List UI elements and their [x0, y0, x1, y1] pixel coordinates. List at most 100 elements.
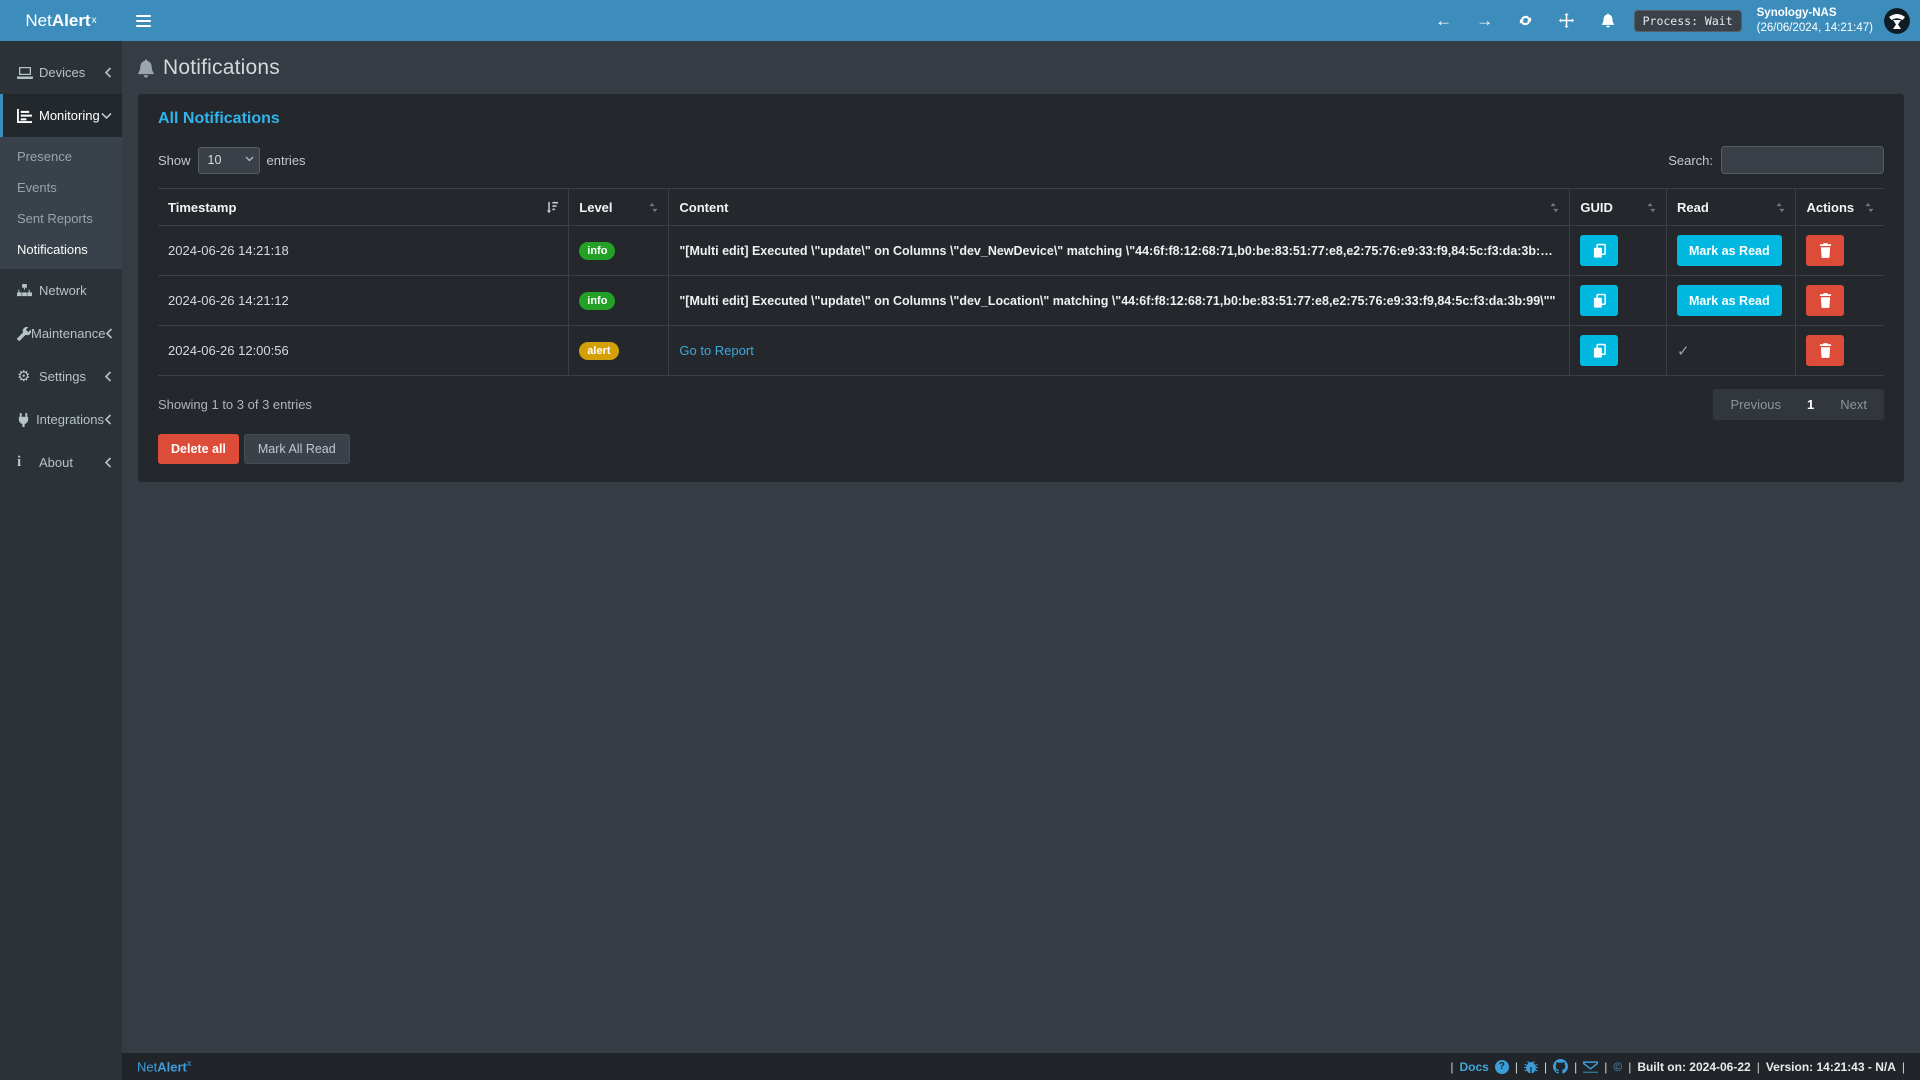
table-row: 2024-06-26 14:21:12 info "[Multi edit] E…: [158, 275, 1884, 326]
search-label: Search:: [1668, 152, 1713, 168]
notifications-bell-button[interactable]: [1593, 0, 1623, 41]
chevron-left-icon: [104, 457, 112, 468]
footer: NetAlertx | Docs ? | | | | ©: [122, 1053, 1920, 1080]
host-info: Synology-NAS (26/06/2024, 14:21:47): [1753, 6, 1873, 35]
sidebar-subitem-presence[interactable]: Presence: [17, 149, 72, 164]
sort-desc-icon: [545, 201, 559, 214]
chevron-left-icon: [105, 328, 113, 339]
page-length-select[interactable]: 10: [197, 146, 260, 174]
table-info-text: Showing 1 to 3 of 3 entries: [158, 397, 312, 412]
info-icon: i: [17, 454, 22, 470]
header-level[interactable]: Level: [568, 188, 670, 226]
table-header-row: Timestamp Level: [158, 188, 1884, 226]
pagination-next[interactable]: Next: [1840, 397, 1867, 412]
process-status-badge[interactable]: Process: Wait: [1633, 9, 1742, 32]
sidebar-item-devices[interactable]: Devices: [0, 51, 122, 94]
delete-notification-button[interactable]: [1806, 285, 1845, 316]
row-content: "[Multi edit] Executed \"update\" on Col…: [668, 225, 1571, 276]
sidebar-item-integrations[interactable]: Integrations: [0, 398, 122, 441]
copy-icon: [1593, 243, 1606, 258]
sort-both-icon: [1549, 201, 1559, 214]
header-content[interactable]: Content: [668, 188, 1571, 226]
arrow-right-icon: →: [1476, 11, 1494, 30]
sort-both-icon: [1864, 201, 1874, 214]
page-title: Notifications: [163, 56, 280, 79]
laptop-icon: [17, 66, 39, 80]
chevron-left-icon: [104, 371, 112, 382]
app-logo[interactable]: Net Alert x: [25, 10, 97, 30]
github-icon[interactable]: [1553, 1059, 1569, 1074]
built-on-text: Built on: 2024-06-22: [1637, 1059, 1751, 1074]
email-icon[interactable]: [1583, 1060, 1599, 1073]
trash-icon: [1819, 343, 1832, 358]
sidebar-item-about[interactable]: i About: [0, 441, 122, 484]
sidebar-item-settings[interactable]: ⚙ Settings: [0, 355, 122, 398]
sidebar-subitem-notifications[interactable]: Notifications: [17, 242, 88, 257]
sidebar-item-maintenance[interactable]: Maintenance: [0, 312, 122, 355]
sidebar-subitem-events[interactable]: Events: [17, 180, 57, 195]
level-badge-alert: alert: [579, 341, 619, 360]
plug-icon: [17, 412, 36, 427]
pagination-page-1[interactable]: 1: [1807, 397, 1815, 412]
top-bar: Net Alert x ← → Process: Wait Synology-NAS…: [0, 0, 1920, 41]
sidebar-item-network[interactable]: Network: [0, 269, 122, 312]
copy-guid-button[interactable]: [1580, 335, 1619, 366]
user-avatar[interactable]: [1884, 7, 1910, 34]
copy-guid-button[interactable]: [1580, 235, 1619, 266]
docs-link[interactable]: Docs: [1459, 1059, 1489, 1074]
row-content: "[Multi edit] Executed \"update\" on Col…: [668, 275, 1571, 326]
entries-label: entries: [266, 152, 306, 168]
mark-as-read-button[interactable]: Mark as Read: [1677, 285, 1782, 316]
sitemap-icon: [17, 283, 39, 298]
nav-back-button[interactable]: ←: [1429, 0, 1459, 41]
copy-guid-button[interactable]: [1580, 285, 1619, 316]
delete-notification-button[interactable]: [1806, 335, 1845, 366]
version-text: Version: 14:21:43 - N/A: [1765, 1059, 1896, 1074]
topbar-spacer: [164, 0, 1429, 41]
sidebar-subitem-sent-reports[interactable]: Sent Reports: [17, 211, 93, 226]
chevron-left-icon: [104, 67, 112, 78]
page-bell-icon: [137, 58, 155, 78]
table-row: 2024-06-26 14:21:18 info "[Multi edit] E…: [158, 225, 1884, 276]
wrench-icon: [17, 326, 31, 341]
pagination: Previous 1 Next: [1713, 389, 1884, 420]
chevron-down-icon: [101, 112, 112, 120]
notifications-table: Timestamp Level: [158, 188, 1884, 376]
row-timestamp: 2024-06-26 14:21:18: [158, 225, 570, 276]
gear-icon: ⚙: [17, 368, 31, 385]
delete-notification-button[interactable]: [1806, 235, 1845, 266]
header-actions[interactable]: Actions: [1795, 188, 1884, 226]
copy-icon: [1593, 293, 1606, 308]
move-panes-button[interactable]: [1552, 0, 1582, 41]
help-question-icon[interactable]: ?: [1494, 1059, 1509, 1074]
pagination-previous[interactable]: Previous: [1730, 397, 1782, 412]
read-check-icon: ✓: [1677, 342, 1690, 360]
avatar-icon: [1884, 7, 1910, 34]
footer-brand[interactable]: NetAlertx: [137, 1058, 192, 1075]
monitoring-submenu: Presence Events Sent Reports Notificatio…: [0, 137, 122, 269]
sidebar-toggle-button[interactable]: [122, 0, 164, 41]
host-datetime: (26/06/2024, 14:21:47): [1756, 21, 1873, 34]
header-guid[interactable]: GUID: [1569, 188, 1668, 226]
mark-all-read-button[interactable]: Mark All Read: [243, 434, 350, 464]
search-input[interactable]: [1721, 146, 1884, 174]
go-to-report-link[interactable]: Go to Report: [679, 343, 754, 358]
delete-all-button[interactable]: Delete all: [158, 434, 239, 464]
trash-icon: [1819, 293, 1832, 308]
sidebar-item-monitoring[interactable]: Monitoring: [0, 94, 122, 137]
row-timestamp: 2024-06-26 14:21:12: [158, 275, 570, 326]
mark-as-read-button[interactable]: Mark as Read: [1677, 235, 1782, 266]
bug-report-icon[interactable]: [1523, 1060, 1538, 1074]
refresh-button[interactable]: [1511, 0, 1541, 41]
bell-icon: [1601, 13, 1614, 28]
header-timestamp[interactable]: Timestamp: [158, 188, 570, 226]
nav-forward-button[interactable]: →: [1470, 0, 1500, 41]
sort-both-icon: [1646, 201, 1656, 214]
level-badge-info: info: [579, 241, 616, 260]
table-row: 2024-06-26 12:00:56 alert Go to Report ✓: [158, 325, 1884, 376]
show-label: Show: [158, 152, 191, 168]
copy-icon: [1593, 343, 1606, 358]
header-read[interactable]: Read: [1666, 188, 1797, 226]
copyright-icon[interactable]: ©: [1613, 1059, 1623, 1074]
trash-icon: [1819, 243, 1832, 258]
